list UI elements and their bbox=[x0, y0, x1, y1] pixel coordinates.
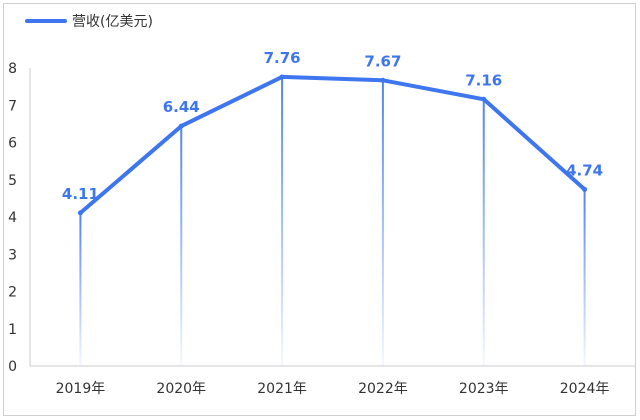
drop-line bbox=[482, 99, 485, 366]
data-label: 7.16 bbox=[465, 71, 502, 89]
data-points bbox=[77, 74, 588, 216]
drop-lines bbox=[79, 76, 586, 366]
data-labels: 4.11 6.44 7.76 7.67 7.16 4.74 bbox=[62, 49, 603, 203]
y-tick-label: 0 bbox=[8, 359, 17, 375]
data-label: 4.74 bbox=[566, 161, 603, 179]
x-tick-label: 2019年 bbox=[56, 381, 106, 397]
legend[interactable]: 营收(亿美元) bbox=[25, 14, 153, 30]
x-tick-label: 2024年 bbox=[560, 381, 610, 397]
x-axis-ticks: 2019年 2020年 2021年 2022年 2023年 2024年 bbox=[56, 381, 610, 397]
data-label: 6.44 bbox=[163, 98, 200, 116]
drop-line bbox=[180, 126, 183, 366]
legend-label: 营收(亿美元) bbox=[72, 14, 153, 30]
y-tick-label: 6 bbox=[8, 136, 17, 152]
data-label: 4.11 bbox=[62, 185, 99, 203]
chart-frame bbox=[3, 3, 636, 416]
y-tick-label: 7 bbox=[8, 98, 17, 114]
drop-line bbox=[381, 80, 384, 366]
data-point bbox=[481, 96, 487, 102]
data-point bbox=[380, 77, 386, 83]
y-tick-label: 1 bbox=[8, 322, 17, 338]
data-point bbox=[77, 210, 83, 216]
y-tick-label: 3 bbox=[8, 247, 17, 263]
drop-line bbox=[281, 76, 284, 366]
data-label: 7.76 bbox=[264, 49, 301, 67]
y-tick-label: 2 bbox=[8, 285, 17, 301]
x-tick-label: 2023年 bbox=[459, 381, 509, 397]
x-tick-label: 2020年 bbox=[156, 381, 206, 397]
data-point bbox=[582, 186, 588, 192]
y-tick-label: 5 bbox=[8, 173, 17, 189]
x-tick-label: 2022年 bbox=[358, 381, 408, 397]
x-tick-label: 2021年 bbox=[257, 381, 307, 397]
series-line[interactable] bbox=[78, 74, 587, 215]
y-tick-label: 8 bbox=[8, 61, 17, 77]
data-label: 7.67 bbox=[364, 52, 401, 70]
data-point bbox=[279, 74, 285, 80]
drop-line bbox=[79, 212, 82, 366]
y-tick-label: 4 bbox=[8, 210, 17, 226]
drop-line bbox=[583, 189, 586, 366]
y-axis-ticks: 0 1 2 3 4 5 6 7 8 bbox=[8, 61, 17, 375]
data-point bbox=[178, 123, 184, 129]
